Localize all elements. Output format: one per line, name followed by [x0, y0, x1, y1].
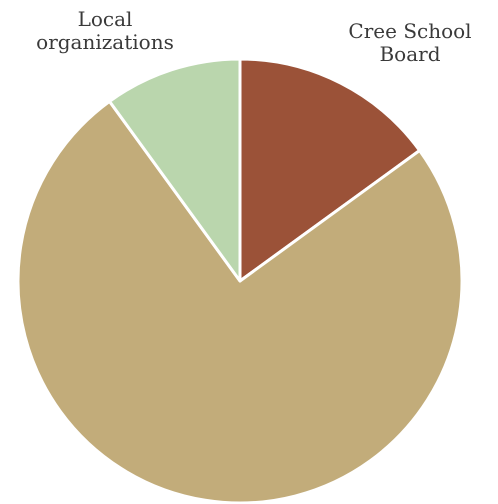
slice-label-cree-school-board: Cree School Board [348, 19, 472, 66]
pie-slice-local-organizations [108, 57, 242, 283]
pie-slice-cree-school-board [238, 57, 422, 283]
slice-label-local-organizations: Local organizations [36, 7, 174, 54]
pie-slice-1 [16, 99, 464, 504]
